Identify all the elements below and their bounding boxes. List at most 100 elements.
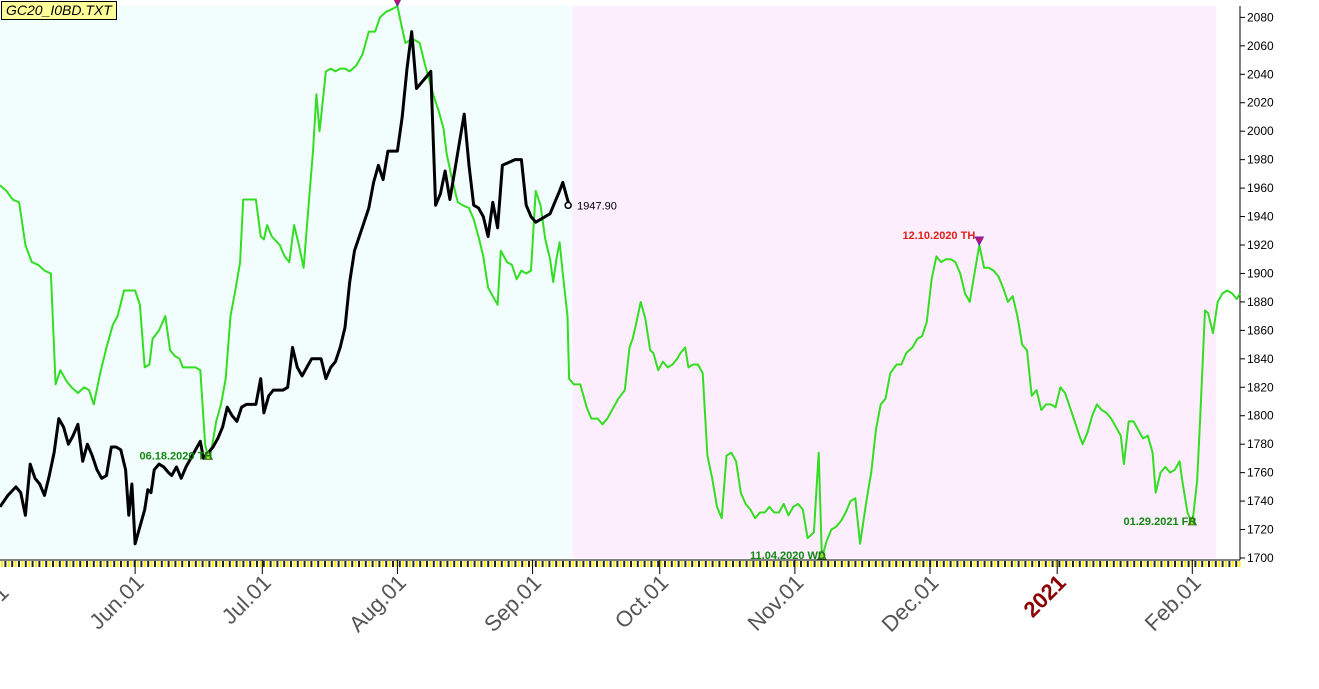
x-axis-dash <box>623 561 626 567</box>
x-axis-dash <box>1126 561 1129 567</box>
x-tick-label: Jun.01 <box>84 570 148 634</box>
x-axis-dash <box>466 561 469 567</box>
x-axis-dash <box>582 561 585 567</box>
y-tick-label: 1800 <box>1247 409 1274 423</box>
x-axis-dash <box>528 561 530 567</box>
x-axis-dash <box>259 561 262 567</box>
x-axis-dash <box>1085 561 1088 567</box>
x-axis-dash <box>1078 561 1081 567</box>
x-axis-dash <box>932 561 935 567</box>
x-axis-dash <box>266 561 269 567</box>
x-axis-dash <box>936 561 938 567</box>
x-axis-dash <box>385 561 388 567</box>
x-axis-dash <box>664 561 666 567</box>
x-axis-dash <box>800 561 802 567</box>
x-axis-dash <box>660 561 663 567</box>
x-axis-dash <box>599 561 602 567</box>
x-axis-dash <box>1238 561 1241 567</box>
x-axis-dash <box>534 561 537 567</box>
x-axis-dash <box>728 561 731 567</box>
x-axis-dash <box>1160 561 1163 567</box>
x-axis-dash <box>983 561 986 567</box>
y-tick-label: 2060 <box>1247 39 1274 53</box>
x-axis-dash <box>1129 561 1132 567</box>
x-axis-dash <box>456 561 459 567</box>
x-axis-dash <box>548 561 551 567</box>
x-axis-dash <box>993 561 996 567</box>
x-axis-dash <box>300 561 303 567</box>
x-axis-dash <box>1146 561 1149 567</box>
y-tick-label: 1920 <box>1247 238 1274 252</box>
x-axis-dash <box>1133 561 1136 567</box>
x-axis-dash <box>507 561 510 567</box>
top-marker-label: 12.10.2020 TH <box>903 230 976 242</box>
x-axis-dash <box>959 561 962 567</box>
x-axis-dash <box>973 561 976 567</box>
last-value-label: 1947.90 <box>577 200 617 212</box>
x-axis-dash <box>830 561 833 567</box>
x-axis-dash <box>630 561 632 567</box>
x-axis-dash <box>402 561 405 567</box>
x-axis-dash <box>11 561 14 567</box>
x-axis-dash <box>868 561 870 567</box>
x-axis-dash <box>18 561 20 567</box>
x-axis-dash <box>235 561 238 567</box>
x-axis-dash <box>86 561 88 567</box>
x-axis-dash <box>500 561 503 567</box>
x-axis-dash <box>1004 561 1006 567</box>
x-axis-dash <box>1027 561 1030 567</box>
x-axis-dash <box>463 561 466 567</box>
x-axis-dash <box>361 561 364 567</box>
x-axis-dash <box>602 561 605 567</box>
x-axis-dash <box>708 561 711 567</box>
x-axis-dash <box>1119 561 1122 567</box>
x-axis-dash <box>1102 561 1105 567</box>
y-tick-label: 1820 <box>1247 380 1274 394</box>
x-axis-dash <box>1014 561 1017 567</box>
x-axis-dash <box>793 561 796 567</box>
x-axis-dash <box>28 561 31 567</box>
x-tick-label: Nov.01 <box>743 570 809 636</box>
x-axis-dash <box>1163 561 1166 567</box>
x-tick-label: Sep.01 <box>479 570 546 637</box>
x-axis-dash <box>177 561 180 567</box>
x-axis-dash <box>487 561 490 567</box>
x-axis-dash <box>415 561 418 567</box>
x-axis-dash <box>1068 561 1071 567</box>
y-tick-label: 1900 <box>1247 266 1274 280</box>
x-axis-dash <box>701 561 704 567</box>
x-axis-dash <box>1197 561 1200 567</box>
x-axis-dash <box>232 561 235 567</box>
x-axis-dash <box>72 561 75 567</box>
x-axis-dash <box>1136 561 1139 567</box>
x-axis-dash <box>636 561 639 567</box>
x-axis-dash <box>436 561 439 567</box>
x-axis-dash <box>252 561 255 567</box>
x-axis-dash <box>239 561 241 567</box>
x-axis-dash <box>1082 561 1085 567</box>
x-axis-dash <box>881 561 884 567</box>
x-axis-dash <box>1 561 3 567</box>
x-axis-dash <box>354 561 357 567</box>
x-axis-dash <box>966 561 969 567</box>
x-axis-dash <box>201 561 204 567</box>
x-axis-dash <box>69 561 71 567</box>
x-axis-dash <box>980 561 983 567</box>
x-axis-dash <box>330 561 333 567</box>
series-line-green <box>0 5 1241 559</box>
x-axis-dash <box>184 561 187 567</box>
x-axis-dash <box>358 561 360 567</box>
x-axis-dash <box>133 561 136 567</box>
bottom-marker-label: 11.04.2020 WD <box>750 550 826 562</box>
x-axis-dash <box>796 561 799 567</box>
x-axis-dash <box>568 561 571 567</box>
x-axis-dash <box>443 561 445 567</box>
x-axis-dash <box>351 561 354 567</box>
x-axis-dash <box>898 561 901 567</box>
x-axis-dash <box>908 561 911 567</box>
x-axis-dash <box>211 561 214 567</box>
x-axis-dash <box>344 561 347 567</box>
x-axis-dash <box>677 561 680 567</box>
x-axis-dash <box>140 561 143 567</box>
x-axis-dash <box>827 561 830 567</box>
